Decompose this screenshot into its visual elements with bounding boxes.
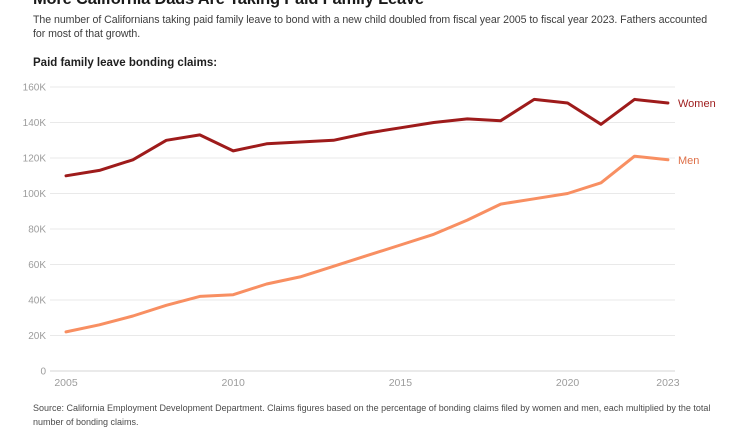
y-axis-tick-label: 60K [28,260,46,271]
x-axis-tick-label: 2020 [556,377,580,389]
y-axis-tick-label: 160K [23,83,47,94]
series-label-men: Men [678,155,699,167]
y-axis-tick-label: 140K [23,118,47,129]
page-title: More California Dads Are Taking Paid Fam… [33,0,733,8]
chart-label: Paid family leave bonding claims: [33,57,218,69]
y-axis-tick-label: 20K [28,331,46,342]
y-axis-tick-label: 0 [40,367,46,378]
source-note: Source: California Employment Developmen… [33,403,711,427]
x-axis-tick-label: 2015 [389,377,413,389]
series-label-women: Women [678,98,716,110]
chart-description: The number of Californians taking paid f… [33,14,708,40]
x-axis-tick-label: 2010 [222,377,246,389]
x-axis-tick-label: 2005 [54,377,78,389]
y-axis-tick-label: 120K [23,154,47,165]
y-axis-tick-label: 40K [28,296,46,307]
y-axis-tick-label: 80K [28,225,46,236]
series-line-women [64,97,670,178]
y-axis-tick-label: 100K [23,189,47,200]
x-axis-tick-label: 2023 [656,377,680,389]
line-chart: 160K 140K 120K 100K 80K 60K 40K 20K 0 2005 2010 201… [0,78,750,394]
page-title-clip: More California Dads Are Taking Paid Fam… [33,0,733,8]
series-line-men [64,154,670,334]
line-chart-svg: 160K 140K 120K 100K 80K 60K 40K 20K 0 2005 2010 201… [23,83,716,390]
